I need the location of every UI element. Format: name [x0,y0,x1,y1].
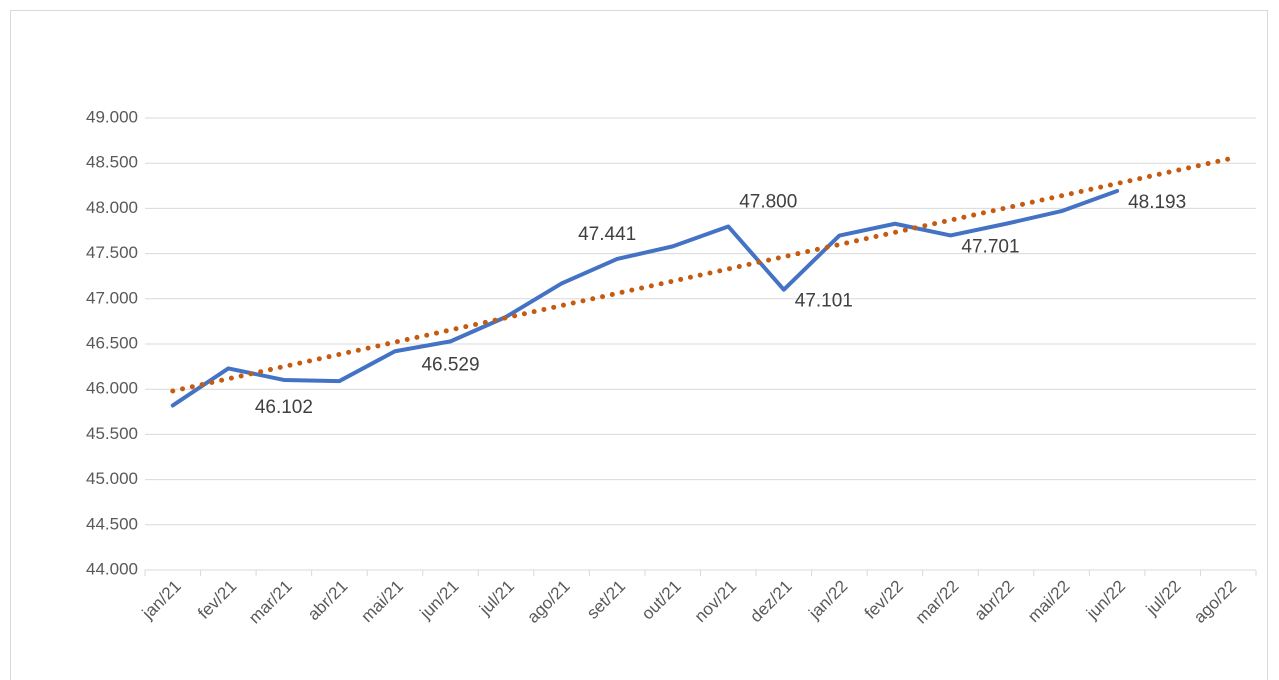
y-tick-label: 47.500 [86,243,138,262]
y-tick-label: 44.500 [86,514,138,533]
data-label: 47.701 [961,236,1019,257]
data-label: 47.441 [578,224,636,245]
chart-frame [10,10,1268,680]
y-tick-label: 48.500 [86,153,138,172]
y-tick-label: 46.000 [86,379,138,398]
y-tick-label: 48.000 [86,198,138,217]
y-tick-label: 46.500 [86,333,138,352]
data-label: 47.101 [795,291,853,312]
y-tick-label: 44.000 [86,559,138,578]
data-label: 46.529 [421,354,479,375]
data-line [170,188,1120,408]
y-tick-label: 45.000 [86,469,138,488]
y-tick-label: 45.500 [86,424,138,443]
data-label: 48.193 [1128,192,1186,213]
y-tick-label: 49.000 [86,107,138,126]
y-tick-label: 47.000 [86,288,138,307]
data-label: 47.800 [739,191,797,212]
data-label: 46.102 [255,397,313,418]
trend-line [170,156,1231,394]
